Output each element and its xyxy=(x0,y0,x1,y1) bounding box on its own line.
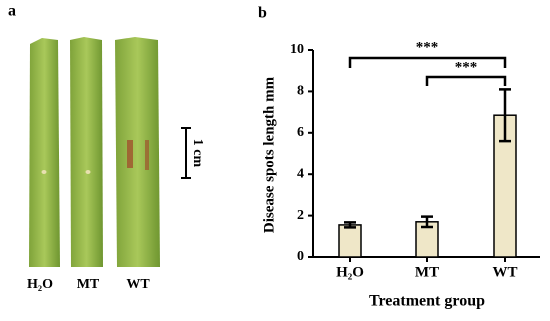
leaf xyxy=(70,37,103,267)
leaf-label: WT xyxy=(126,277,150,292)
y-tick-label: 4 xyxy=(297,166,304,181)
y-tick-label: 2 xyxy=(297,208,304,223)
x-axis-title: Treatment group xyxy=(369,293,485,310)
leaf-label: MT xyxy=(77,277,100,292)
bracket xyxy=(348,56,507,68)
y-tick-label: 8 xyxy=(297,84,304,99)
leaf-photos xyxy=(29,37,160,267)
y-tick-label: 6 xyxy=(297,125,304,140)
y-tick-label: 10 xyxy=(290,42,304,57)
leaf-label: H₂O xyxy=(27,277,53,292)
spot xyxy=(85,170,91,174)
x-tick-label: H₂O xyxy=(336,264,364,280)
lesion xyxy=(145,140,149,170)
leaf xyxy=(115,37,160,267)
error-bar xyxy=(344,221,356,229)
significance xyxy=(348,56,507,86)
panel-label: a xyxy=(8,3,16,20)
significance-label: *** xyxy=(416,39,439,55)
spot xyxy=(41,170,47,174)
significance-label: *** xyxy=(455,59,478,75)
bracket xyxy=(425,75,507,86)
panel-label: b xyxy=(258,5,267,22)
error-bar xyxy=(421,215,433,229)
y-axis-title: Disease spots length mm xyxy=(261,76,277,233)
y-tick-label: 0 xyxy=(297,249,304,264)
scale-label: 1 cm xyxy=(190,139,205,168)
scale-bar xyxy=(181,127,191,179)
error-bar xyxy=(499,88,511,143)
lesion xyxy=(127,140,133,168)
x-tick-label: MT xyxy=(415,264,439,280)
leaf xyxy=(29,38,60,267)
x-tick-label: WT xyxy=(492,264,517,280)
bar xyxy=(338,224,362,258)
